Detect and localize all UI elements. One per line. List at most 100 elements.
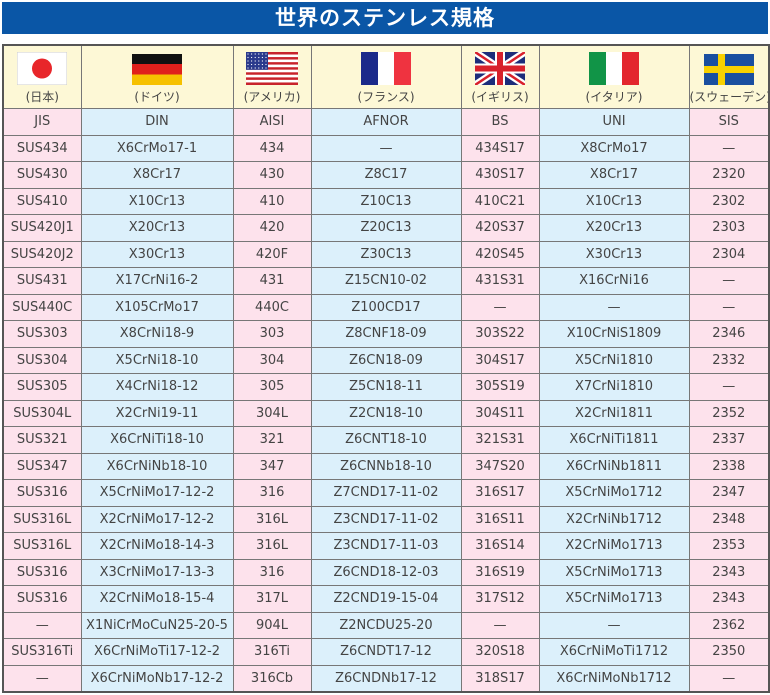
cell-aisi: 440C [232, 293, 312, 321]
cell-afnor: Z6CNDNb17-12 [310, 664, 462, 693]
cell-sis: 2304 [688, 240, 770, 268]
cell-afnor: Z6CNT18-10 [310, 426, 462, 454]
flag-row: (日本) (ドイツ) (アメリカ) (フランス) (イギリス) (イタリア) (… [2, 44, 770, 109]
table-row: SUS420J2 X30Cr13 420F Z30C13 420S45 X30Cr13 23… [2, 240, 770, 268]
cell-din: X6CrNiNb18-10 [80, 452, 234, 480]
cell-aisi: 304 [232, 346, 312, 374]
cell-bs: 316S14 [460, 532, 540, 560]
cell-afnor: Z15CN10-02 [310, 267, 462, 295]
cell-jis: SUS440C [2, 293, 82, 321]
cell-din: X2CrNiMo18-14-3 [80, 532, 234, 560]
table-row: SUS303 X8CrNi18-9 303 Z8CNF18-09 303S22 X10Cr… [2, 320, 770, 348]
cell-din: X5CrNi18-10 [80, 346, 234, 374]
cell-uni: X2CrNiMo1713 [538, 532, 690, 560]
column-header-aisi: AISI [232, 108, 312, 136]
cell-sis: 2332 [688, 346, 770, 374]
cell-sis: 2350 [688, 638, 770, 666]
cell-afnor: Z6CNDT17-12 [310, 638, 462, 666]
column-header-uni: UNI [538, 108, 690, 136]
cell-din: X6CrNiTi18-10 [80, 426, 234, 454]
cell-sis: 2303 [688, 214, 770, 242]
table-row: SUS316 X2CrNiMo18-15-4 317L Z2CND19-15-04 31… [2, 585, 770, 613]
cell-jis: SUS304 [2, 346, 82, 374]
country-label: (日本) [25, 90, 59, 104]
column-header-jis: JIS [2, 108, 82, 136]
cell-afnor: Z8C17 [310, 161, 462, 189]
cell-uni: X20Cr13 [538, 214, 690, 242]
cell-aisi: 420F [232, 240, 312, 268]
column-header-afnor: AFNOR [310, 108, 462, 136]
cell-din: X1NiCrMoCuN25-20-5 [80, 611, 234, 639]
table-row: SUS304 X5CrNi18-10 304 Z6CN18-09 304S17 X5CrN… [2, 346, 770, 374]
cell-aisi: 316 [232, 558, 312, 586]
cell-uni: X6CrNiTi1811 [538, 426, 690, 454]
cell-jis: SUS316 [2, 479, 82, 507]
table-row: — X6CrNiMoNb17-12-2 316Cb Z6CNDNb17-12 318S1… [2, 664, 770, 693]
cell-din: X30Cr13 [80, 240, 234, 268]
column-header-bs: BS [460, 108, 540, 136]
cell-jis: SUS305 [2, 373, 82, 401]
cell-uni: X8CrMo17 [538, 134, 690, 162]
cell-jis: SUS430 [2, 161, 82, 189]
cell-bs: 320S18 [460, 638, 540, 666]
cell-bs: 303S22 [460, 320, 540, 348]
cell-sis: 2346 [688, 320, 770, 348]
cell-aisi: 904L [232, 611, 312, 639]
country-label: (フランス) [357, 90, 415, 104]
country-label: (スウェーデン) [689, 90, 769, 104]
cell-sis: 2362 [688, 611, 770, 639]
cell-afnor: Z30C13 [310, 240, 462, 268]
cell-sis: 2302 [688, 187, 770, 215]
cell-jis: SUS303 [2, 320, 82, 348]
cell-din: X3CrNiMo17-13-3 [80, 558, 234, 586]
table-row: SUS316L X2CrNiMo17-12-2 316L Z3CND17-11-02 3… [2, 505, 770, 533]
cell-aisi: 316L [232, 505, 312, 533]
cell-afnor: — [310, 134, 462, 162]
cell-uni: X5CrNi1810 [538, 346, 690, 374]
country-cell: (日本) [2, 44, 82, 109]
cell-afnor: Z100CD17 [310, 293, 462, 321]
cell-uni: X10Cr13 [538, 187, 690, 215]
cell-bs: 304S11 [460, 399, 540, 427]
country-cell: (アメリカ) [232, 44, 312, 109]
country-cell: (フランス) [310, 44, 462, 109]
cell-sis: — [688, 267, 770, 295]
cell-din: X17CrNi16-2 [80, 267, 234, 295]
sweden-flag-icon [703, 54, 754, 85]
france-flag-icon [361, 52, 411, 85]
cell-aisi: 316 [232, 479, 312, 507]
cell-bs: 316S11 [460, 505, 540, 533]
cell-uni: X6CrNiMoNb1712 [538, 664, 690, 693]
cell-afnor: Z10C13 [310, 187, 462, 215]
uk-flag-icon [475, 52, 525, 85]
cell-din: X6CrMo17-1 [80, 134, 234, 162]
country-label: (ドイツ) [134, 90, 180, 104]
cell-din: X105CrMo17 [80, 293, 234, 321]
cell-bs: 420S37 [460, 214, 540, 242]
cell-afnor: Z3CND17-11-02 [310, 505, 462, 533]
cell-afnor: Z7CND17-11-02 [310, 479, 462, 507]
cell-aisi: 321 [232, 426, 312, 454]
cell-bs: 431S31 [460, 267, 540, 295]
cell-aisi: 347 [232, 452, 312, 480]
cell-afnor: Z5CN18-11 [310, 373, 462, 401]
cell-bs: 347S20 [460, 452, 540, 480]
cell-sis: — [688, 293, 770, 321]
table-row: SUS431 X17CrNi16-2 431 Z15CN10-02 431S31 X16C… [2, 267, 770, 295]
cell-jis: SUS434 [2, 134, 82, 162]
cell-bs: 316S19 [460, 558, 540, 586]
cell-jis: SUS316 [2, 585, 82, 613]
cell-aisi: 305 [232, 373, 312, 401]
cell-din: X2CrNiMo18-15-4 [80, 585, 234, 613]
cell-din: X20Cr13 [80, 214, 234, 242]
cell-bs: 316S17 [460, 479, 540, 507]
cell-jis: SUS316L [2, 505, 82, 533]
table-row: SUS316 X3CrNiMo17-13-3 316 Z6CND18-12-03 316… [2, 558, 770, 586]
cell-jis: SUS431 [2, 267, 82, 295]
cell-uni: X2CrNiNb1712 [538, 505, 690, 533]
cell-sis: 2337 [688, 426, 770, 454]
cell-aisi: 303 [232, 320, 312, 348]
cell-aisi: 431 [232, 267, 312, 295]
cell-bs: 318S17 [460, 664, 540, 693]
cell-din: X8Cr17 [80, 161, 234, 189]
